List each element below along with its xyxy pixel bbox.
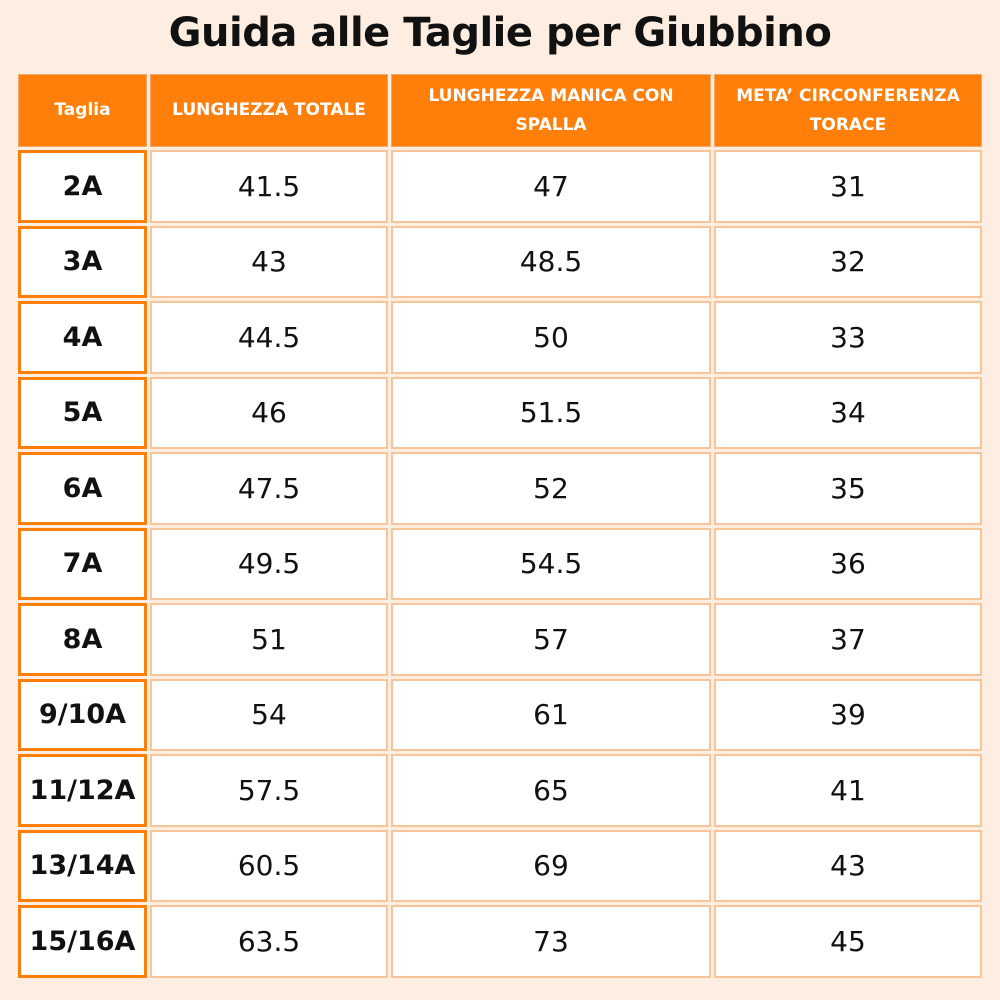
value-cell: 41	[714, 754, 982, 827]
value-cell: 43	[150, 225, 388, 298]
value-cell: 36	[714, 527, 982, 600]
value-cell: 73	[391, 905, 711, 978]
value-cell: 63.5	[150, 905, 388, 978]
value-cell: 43	[714, 829, 982, 902]
header-cell: LUNGHEZZA TOTALE	[150, 74, 388, 147]
size-cell: 15/16A	[18, 905, 147, 978]
value-cell: 45	[714, 905, 982, 978]
value-cell: 37	[714, 603, 982, 676]
value-cell: 54	[150, 678, 388, 751]
value-cell: 31	[714, 150, 982, 223]
size-cell: 3A	[18, 225, 147, 298]
size-cell: 11/12A	[18, 754, 147, 827]
value-cell: 32	[714, 225, 982, 298]
size-table: Taglia LUNGHEZZA TOTALE LUNGHEZZA MANICA C…	[18, 74, 982, 978]
value-cell: 39	[714, 678, 982, 751]
value-cell: 49.5	[150, 527, 388, 600]
value-cell: 61	[391, 678, 711, 751]
size-cell: 6A	[18, 452, 147, 525]
value-cell: 51.5	[391, 376, 711, 449]
value-cell: 60.5	[150, 829, 388, 902]
value-cell: 54.5	[391, 527, 711, 600]
value-cell: 51	[150, 603, 388, 676]
value-cell: 65	[391, 754, 711, 827]
title: Guida alle Taglie per Giubbino	[168, 10, 832, 56]
size-cell: 13/14A	[18, 829, 147, 902]
size-cell: 5A	[18, 376, 147, 449]
value-cell: 34	[714, 376, 982, 449]
value-cell: 46	[150, 376, 388, 449]
size-cell: 9/10A	[18, 678, 147, 751]
header-cell: Taglia	[18, 74, 147, 147]
value-cell: 57	[391, 603, 711, 676]
size-cell: 8A	[18, 603, 147, 676]
value-cell: 52	[391, 452, 711, 525]
value-cell: 35	[714, 452, 982, 525]
value-cell: 69	[391, 829, 711, 902]
size-cell: 7A	[18, 527, 147, 600]
header-cell: META’ CIRCONFERENZA TORACE	[714, 74, 982, 147]
value-cell: 50	[391, 301, 711, 374]
value-cell: 48.5	[391, 225, 711, 298]
value-cell: 41.5	[150, 150, 388, 223]
size-cell: 4A	[18, 301, 147, 374]
value-cell: 47.5	[150, 452, 388, 525]
size-cell: 2A	[18, 150, 147, 223]
value-cell: 44.5	[150, 301, 388, 374]
header-cell: LUNGHEZZA MANICA CON SPALLA	[391, 74, 711, 147]
value-cell: 57.5	[150, 754, 388, 827]
value-cell: 47	[391, 150, 711, 223]
value-cell: 33	[714, 301, 982, 374]
